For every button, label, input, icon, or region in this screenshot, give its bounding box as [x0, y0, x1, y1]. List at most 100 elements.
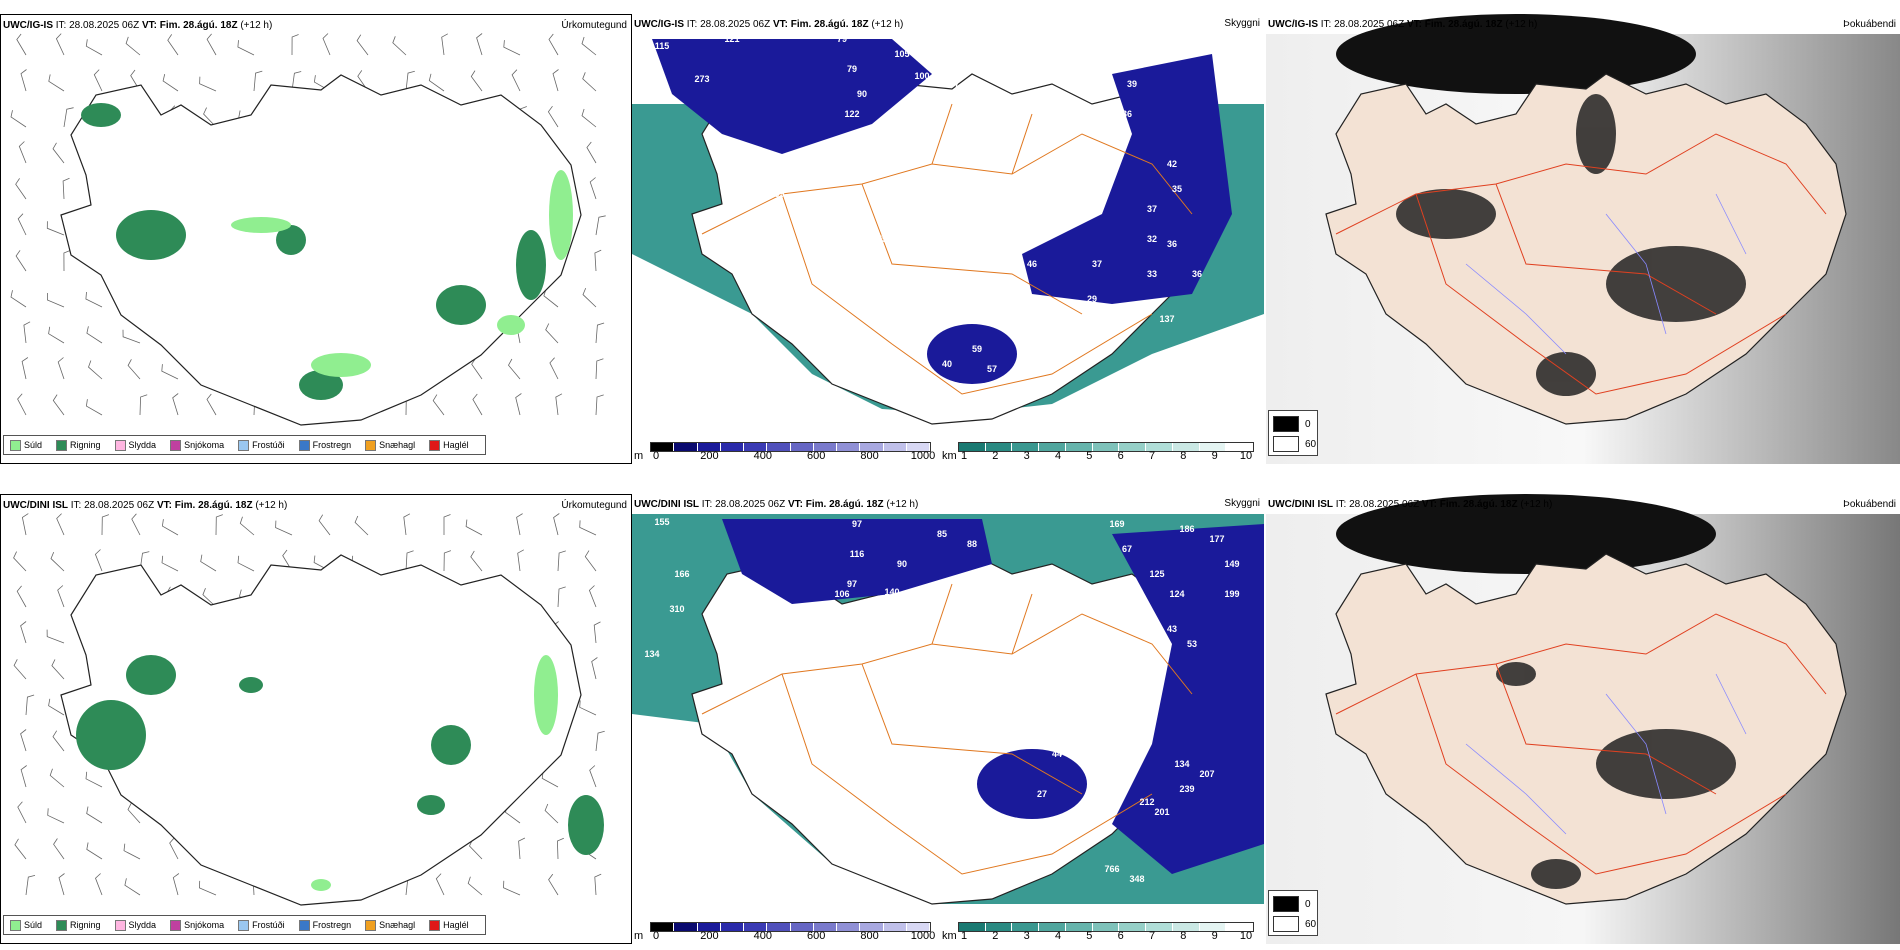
wind-barb [291, 34, 299, 56]
colorbar-tick-label: 4 [1054, 930, 1062, 942]
wind-barb [392, 36, 407, 56]
vis-value-label: 239 [1179, 784, 1195, 794]
wind-barb [52, 394, 65, 416]
road-network [701, 583, 1193, 875]
panel-title-fog: Þokuábendi [1843, 499, 1896, 510]
wind-barb [515, 393, 522, 416]
vis-value-label: 192 [939, 219, 955, 229]
colorbar-tick-label: 800 [860, 450, 879, 462]
legend-swatch [365, 439, 377, 451]
header-row1: UWC/IG-IS IT: 28.08.2025 06Z VT: Fim. 28… [3, 20, 273, 31]
wind-barb [322, 33, 331, 56]
wind-barb [465, 519, 483, 536]
colorbar-cell [1172, 923, 1200, 931]
vis-value-label: 90 [931, 34, 943, 44]
legend-item-rigning: Rigning [56, 919, 101, 931]
wind-barb [557, 586, 566, 608]
colorbar-cell [720, 923, 744, 931]
wind-barb [46, 292, 65, 308]
wind-barb [86, 326, 103, 344]
wind-barb [10, 290, 27, 308]
colorbar-tick-label: 5 [1086, 930, 1093, 942]
vis-value-label: 107 [944, 79, 960, 89]
wind-barb [20, 69, 27, 92]
legend-swatch [170, 919, 182, 931]
vis-value-label: 37 [1146, 204, 1158, 214]
colorbar-tick-label: 5 [1086, 450, 1093, 462]
wind-barb [62, 177, 70, 200]
panel-title-fog: Þokuábendi [1843, 19, 1896, 30]
wind-barb [443, 550, 452, 572]
wind-barb [588, 585, 597, 608]
colorbar-strip [958, 442, 1254, 452]
iceland-coastline [60, 554, 582, 906]
wind-barb [595, 322, 605, 344]
colorbar-cell [959, 923, 986, 931]
wind-barb [127, 359, 141, 380]
legend-label: Slydda [128, 920, 157, 930]
wind-barb [167, 34, 179, 56]
wind-barb [552, 69, 559, 92]
colorbar-tick-label: 9 [1211, 450, 1218, 462]
wind-barb [58, 873, 65, 896]
wind-barb [123, 843, 141, 860]
wind-barb [200, 554, 217, 572]
vis-value-label: 212 [1139, 797, 1155, 807]
vis-value-label: 85 [936, 529, 948, 539]
ceiling-colorbar: m 0 200 400 600 800 1000 [634, 436, 939, 462]
wind-barb [441, 33, 448, 56]
wind-barb [172, 873, 180, 896]
fog-legend: 0 60 [1268, 410, 1318, 456]
wind-barb [16, 33, 27, 56]
colorbar-cell [883, 923, 907, 931]
colorbar-tick-label: 400 [753, 450, 772, 462]
wind-barb [543, 288, 559, 308]
colorbar-cell [1119, 923, 1147, 931]
colorbar-tick-label: 7 [1148, 930, 1156, 942]
wind-barb [432, 394, 445, 416]
colorbar-tick-label: 3 [1023, 450, 1030, 462]
wind-barb [57, 585, 65, 608]
legend-label: Frostregn [312, 440, 352, 450]
legend-swatch [429, 439, 441, 451]
colorbar-cell [674, 923, 698, 931]
legend-item-frostregn: Frostregn [298, 439, 352, 451]
colorbar-strip [958, 922, 1254, 932]
vis-value-label: 43 [1166, 624, 1178, 634]
wind-barb [127, 803, 141, 824]
legend-label: Haglél [443, 440, 469, 450]
wind-barb [21, 357, 29, 380]
wind-barb [16, 585, 27, 608]
wind-barb [405, 550, 414, 572]
visibility-colorbar: km 1 2 3 4 5 6 7 8 9 10 [942, 916, 1262, 942]
vis-value-label: 36 [1121, 109, 1133, 119]
wind-barb [10, 110, 27, 128]
legend-item-súld: Súld [10, 919, 42, 931]
legend-item-frostúði: Frostúði [238, 439, 285, 451]
wind-barb [275, 520, 293, 536]
wind-barb [203, 107, 217, 128]
drizzle-areas [231, 170, 573, 377]
wind-barb [476, 33, 483, 56]
fog-areas [1396, 94, 1746, 396]
wind-barb [593, 621, 601, 644]
wind-barb [318, 514, 331, 536]
wind-barb [125, 36, 141, 56]
legend-item-haglél: Haglél [429, 919, 469, 931]
legend-label: Snæhagl [379, 920, 416, 930]
vis-value-label: 93 [1011, 714, 1023, 724]
wind-barb [517, 549, 524, 572]
wind-barb [49, 768, 65, 788]
vis-value-label: 100 [914, 71, 930, 81]
wind-barb [582, 72, 597, 92]
vis-value-label: 207 [1199, 769, 1215, 779]
precip-panel-row2: UWC/DINI ISL IT: 28.08.2025 06Z VT: Fim.… [0, 494, 632, 944]
legend-swatch [10, 439, 21, 451]
colorbar-cell [906, 923, 930, 931]
legend-label: Slydda [128, 440, 157, 450]
vis-value-label: 100 [939, 694, 955, 704]
wind-barb [95, 873, 103, 896]
vis-value-label: 35 [1171, 184, 1183, 194]
vis-value-label: 42 [1166, 159, 1178, 169]
legend-label: Frostregn [312, 920, 352, 930]
